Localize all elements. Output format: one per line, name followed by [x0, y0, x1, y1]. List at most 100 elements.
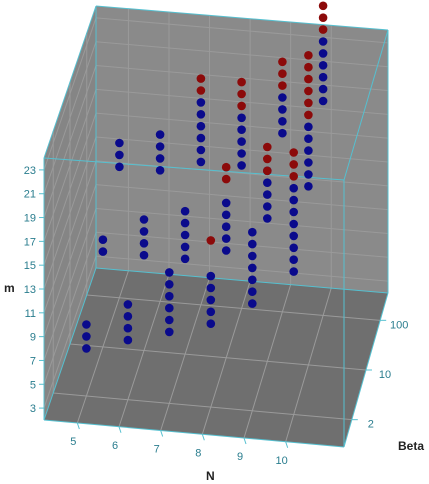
x-tick-label: 9 [237, 451, 243, 463]
y-tick-label: 23 [24, 165, 36, 177]
x-tick-mark [76, 422, 80, 430]
data-point [248, 251, 257, 261]
z-tick-label: 100 [390, 319, 408, 331]
y-tick-label: 7 [30, 355, 36, 367]
frame-edge [43, 267, 97, 421]
data-point [165, 280, 174, 289]
data-point [248, 227, 257, 237]
y-grid-back [95, 17, 389, 44]
y-tick-label: 5 [30, 379, 36, 391]
data-point [82, 332, 91, 341]
data-point [196, 145, 206, 155]
z-grid-floor [86, 294, 381, 321]
data-point [289, 148, 299, 157]
x-tick-mark [118, 426, 122, 433]
data-point [196, 121, 206, 131]
y-grid-back [95, 207, 389, 234]
data-point [289, 160, 299, 169]
data-point [206, 271, 216, 281]
x-tick-mark [285, 441, 289, 448]
x-tick-label: 10 [276, 455, 288, 467]
frame-edge [343, 29, 389, 181]
data-point [98, 247, 108, 256]
data-point [278, 93, 287, 102]
data-point [248, 287, 257, 297]
data-point [304, 62, 313, 72]
frame-edge [43, 5, 97, 159]
data-point [289, 219, 299, 229]
data-point [196, 86, 206, 95]
data-point [318, 96, 328, 106]
data-point [115, 150, 124, 160]
data-point [196, 110, 206, 119]
data-point [278, 81, 287, 90]
data-point [304, 122, 313, 132]
data-point [123, 300, 133, 309]
data-point [237, 89, 246, 99]
y-tick-label: 21 [24, 189, 36, 201]
data-point [237, 161, 246, 170]
data-point [318, 61, 328, 70]
data-point [82, 344, 91, 353]
data-point [304, 110, 313, 120]
z-tick-label: 10 [379, 369, 391, 381]
plot-frame [43, 5, 389, 448]
y-tick-label: 11 [25, 308, 36, 320]
data-point [318, 49, 328, 58]
data-point [115, 162, 124, 172]
data-point [165, 268, 174, 277]
data-point [180, 206, 190, 216]
y-tick-label: 3 [30, 403, 36, 415]
data-point [139, 250, 149, 260]
data-point [180, 218, 190, 228]
data-point [278, 105, 287, 114]
data-point [248, 239, 257, 249]
data-point [115, 138, 124, 148]
data-point [304, 86, 313, 96]
data-point [180, 230, 190, 240]
data-points [82, 1, 328, 353]
data-point [304, 74, 313, 84]
data-point [82, 320, 91, 329]
data-point [304, 146, 313, 155]
data-point [289, 243, 299, 253]
data-point [318, 37, 328, 46]
data-point [289, 172, 299, 181]
data-point [318, 72, 328, 82]
data-point [289, 267, 299, 276]
frame-edge [95, 5, 389, 31]
y-axis-ticks: 3 5 7 9 11 13 15 17 19 21 23 [24, 165, 44, 415]
data-point [206, 236, 216, 245]
x-tick-label: 6 [112, 440, 118, 452]
data-point [248, 299, 257, 308]
data-point [304, 134, 313, 143]
data-point [263, 214, 272, 223]
y-tick-label: 15 [24, 260, 36, 272]
data-point [263, 190, 272, 199]
data-point [289, 195, 299, 205]
x-tick-mark [160, 430, 164, 437]
data-point [155, 130, 165, 139]
z-grid-floor [69, 343, 367, 371]
data-point [278, 69, 287, 78]
data-point [221, 234, 231, 243]
data-point [180, 242, 190, 252]
data-point [206, 295, 216, 305]
data-point [123, 312, 133, 321]
data-point [221, 222, 231, 231]
data-point [98, 235, 108, 244]
data-point [196, 133, 206, 143]
data-point [278, 57, 287, 67]
data-point [221, 198, 231, 208]
y-grid-back [95, 255, 389, 282]
data-point [196, 157, 206, 167]
y-axis-title: m [4, 281, 15, 295]
data-point [221, 246, 231, 255]
x-tick-label: 7 [154, 444, 160, 456]
data-point [139, 215, 149, 224]
data-point [155, 142, 165, 151]
data-point [289, 207, 299, 217]
data-point [165, 315, 174, 325]
data-point [318, 13, 328, 22]
